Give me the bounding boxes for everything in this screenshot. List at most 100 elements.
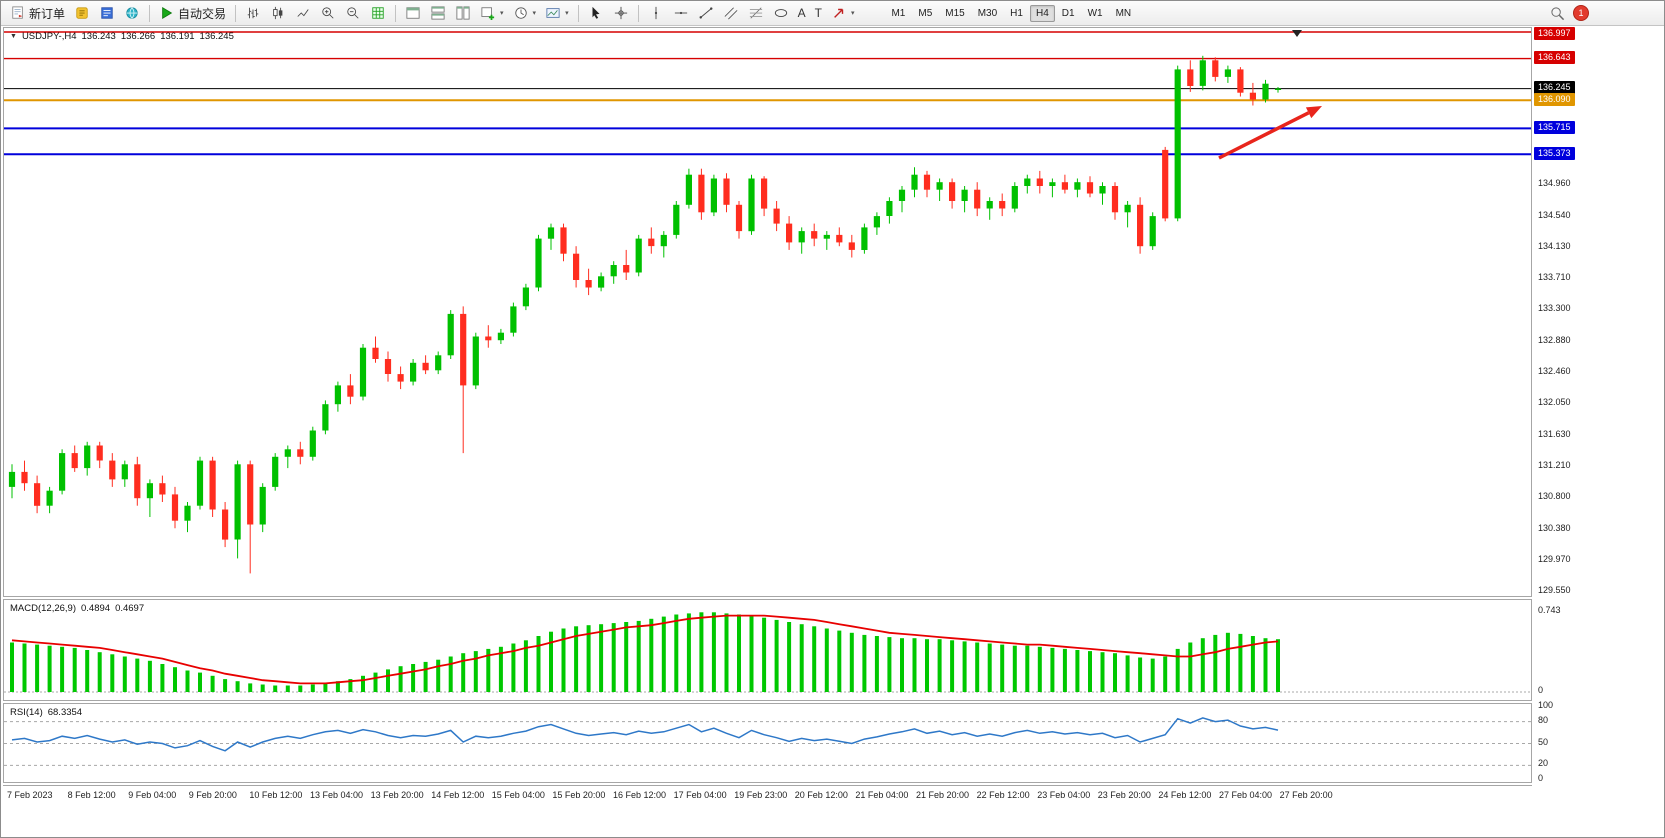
cursor-tool-button[interactable] — [584, 2, 608, 24]
arrows-tool-button[interactable]: ▾ — [827, 2, 859, 24]
time-axis-label: 23 Feb 20:00 — [1097, 790, 1151, 800]
shapes-tool-button[interactable] — [769, 2, 793, 24]
time-axis-label: 13 Feb 04:00 — [310, 790, 364, 800]
tf-button-d1[interactable]: D1 — [1061, 7, 1075, 19]
ohlc-low: 136.191 — [160, 31, 195, 42]
tf-button-m30[interactable]: M30 — [977, 7, 998, 19]
tile-windows-icon-1 — [405, 5, 421, 21]
tf-button-m1[interactable]: M1 — [891, 7, 906, 19]
price-axis-label: 132.050 — [1538, 397, 1571, 408]
bar-chart-button[interactable] — [241, 2, 265, 24]
price-axis-label: 134.130 — [1538, 240, 1571, 251]
price-badge: 136.245 — [1534, 81, 1575, 95]
tile-windows-button-2[interactable] — [426, 2, 450, 24]
line-chart-button[interactable] — [291, 2, 315, 24]
tile-windows-button-1[interactable] — [401, 2, 425, 24]
ellipse-icon — [773, 5, 789, 21]
timeframe-group: M1 M5 M15 M30 H1 H4 D1 W1 MN — [885, 4, 1137, 22]
rsi-axis-label: 100 — [1538, 700, 1554, 710]
periods-button[interactable]: ▾ — [509, 2, 541, 24]
autotrading-button[interactable]: 自动交易 — [155, 2, 230, 24]
zoom-out-button[interactable] — [341, 2, 365, 24]
rsi-axis-label: 0 — [1538, 773, 1544, 783]
bar-chart-icon — [245, 5, 261, 21]
price-axis[interactable]: 134.960 134.540 134.130 133.710 133.300 132.8… — [1533, 27, 1664, 803]
time-axis-label: 9 Feb 04:00 — [128, 790, 177, 800]
price-axis-label: 133.710 — [1538, 272, 1571, 283]
price-badge: 136.090 — [1534, 92, 1575, 106]
annotation-arrow-head[interactable] — [1305, 106, 1322, 119]
new-chart-button[interactable]: ▾ — [476, 2, 508, 24]
tf-button-h4[interactable]: H4 — [1029, 4, 1055, 22]
templates-button[interactable]: ▾ — [541, 2, 573, 24]
tf-button-w1[interactable]: W1 — [1087, 7, 1103, 19]
zoom-in-button[interactable] — [316, 2, 340, 24]
macd-label: MACD(12,26,9) — [10, 603, 76, 614]
time-axis-label: 9 Feb 20:00 — [188, 790, 237, 800]
macd-panel[interactable]: MACD(12,26,9) 0.4894 0.4697 — [3, 599, 1532, 701]
rsi-header: RSI(14) 68.3354 — [10, 707, 82, 718]
price-axis-label: 129.550 — [1538, 585, 1571, 596]
text-tool-button[interactable]: A — [794, 2, 810, 24]
rsi-axis-label: 80 — [1538, 714, 1549, 725]
tf-button-mn[interactable]: MN — [1115, 7, 1132, 19]
toolbar-right: 1 — [1549, 5, 1659, 21]
rsi-panel[interactable]: RSI(14) 68.3354 — [3, 703, 1532, 783]
ohlc-close: 136.245 — [199, 31, 234, 42]
macd-axis-label: 0 — [1538, 685, 1544, 695]
metaeditor-icon — [74, 5, 90, 21]
label-tool-button[interactable]: T — [811, 2, 826, 24]
candlestick-chart[interactable] — [4, 28, 1531, 596]
ohlc-high: 136.266 — [120, 31, 156, 42]
macd-signal-line — [11, 614, 1279, 685]
toolbar-separator — [395, 4, 397, 22]
line-chart-icon — [295, 5, 311, 21]
time-axis-label: 7 Feb 2023 — [7, 790, 53, 800]
tf-button-h1[interactable]: H1 — [1010, 7, 1023, 19]
candlesticks — [8, 55, 1282, 574]
candlestick-chart-button[interactable] — [266, 2, 290, 24]
trendline-tool-button[interactable] — [694, 2, 718, 24]
price-axis-label: 133.300 — [1538, 303, 1571, 314]
toolbar-separator — [577, 4, 579, 22]
horizontal-line-tool-button[interactable] — [669, 2, 693, 24]
time-axis-label: 13 Feb 20:00 — [370, 790, 424, 800]
template-chart-icon — [545, 5, 561, 21]
rsi-chart — [4, 717, 1531, 766]
tf-button-m5[interactable]: M5 — [918, 7, 933, 19]
data-window-button[interactable] — [95, 2, 119, 24]
price-axis-label: 134.540 — [1538, 209, 1571, 220]
search-icon[interactable] — [1549, 5, 1565, 21]
annotation-arrow[interactable] — [1218, 111, 1310, 160]
news-button[interactable] — [120, 2, 144, 24]
cursor-icon — [588, 5, 604, 21]
time-axis-label: 14 Feb 12:00 — [431, 790, 485, 800]
price-axis-label: 129.970 — [1538, 553, 1571, 564]
notification-badge[interactable]: 1 — [1573, 5, 1589, 21]
main-chart-panel[interactable]: ▼ USDJPY-,H4 136.243 136.266 136.191 136… — [3, 27, 1532, 597]
price-badge: 136.997 — [1534, 27, 1575, 40]
time-axis[interactable]: 7 Feb 2023 8 Feb 12:00 9 Feb 04:00 9 Feb 20… — [3, 785, 1532, 804]
clock-icon — [513, 5, 529, 21]
new-order-button[interactable]: 新订单 — [6, 2, 69, 24]
tile-windows-button-3[interactable] — [451, 2, 475, 24]
indicators-button[interactable] — [366, 2, 390, 24]
chart-collapse-icon[interactable]: ▼ — [10, 33, 17, 40]
crosshair-tool-button[interactable] — [609, 2, 633, 24]
tile-windows-icon-2 — [430, 5, 446, 21]
vertical-line-tool-button[interactable] — [644, 2, 668, 24]
time-axis-label: 22 Feb 12:00 — [976, 790, 1030, 800]
metaeditor-button[interactable] — [70, 2, 94, 24]
time-axis-label: 8 Feb 12:00 — [67, 790, 116, 800]
autotrading-label: 自动交易 — [178, 6, 227, 21]
toolbar: 新订单 自动交易 — [1, 1, 1664, 26]
channel-tool-button[interactable] — [719, 2, 743, 24]
chart-shift-marker[interactable] — [1292, 30, 1302, 37]
tf-button-m15[interactable]: M15 — [945, 7, 965, 19]
fibonacci-tool-button[interactable] — [744, 2, 768, 24]
trendline-icon — [698, 5, 714, 21]
dropdown-caret: ▾ — [500, 10, 504, 17]
macd-value-signal: 0.4697 — [115, 603, 145, 614]
rsi-value: 68.3354 — [47, 707, 83, 718]
crosshair-icon — [613, 5, 629, 21]
